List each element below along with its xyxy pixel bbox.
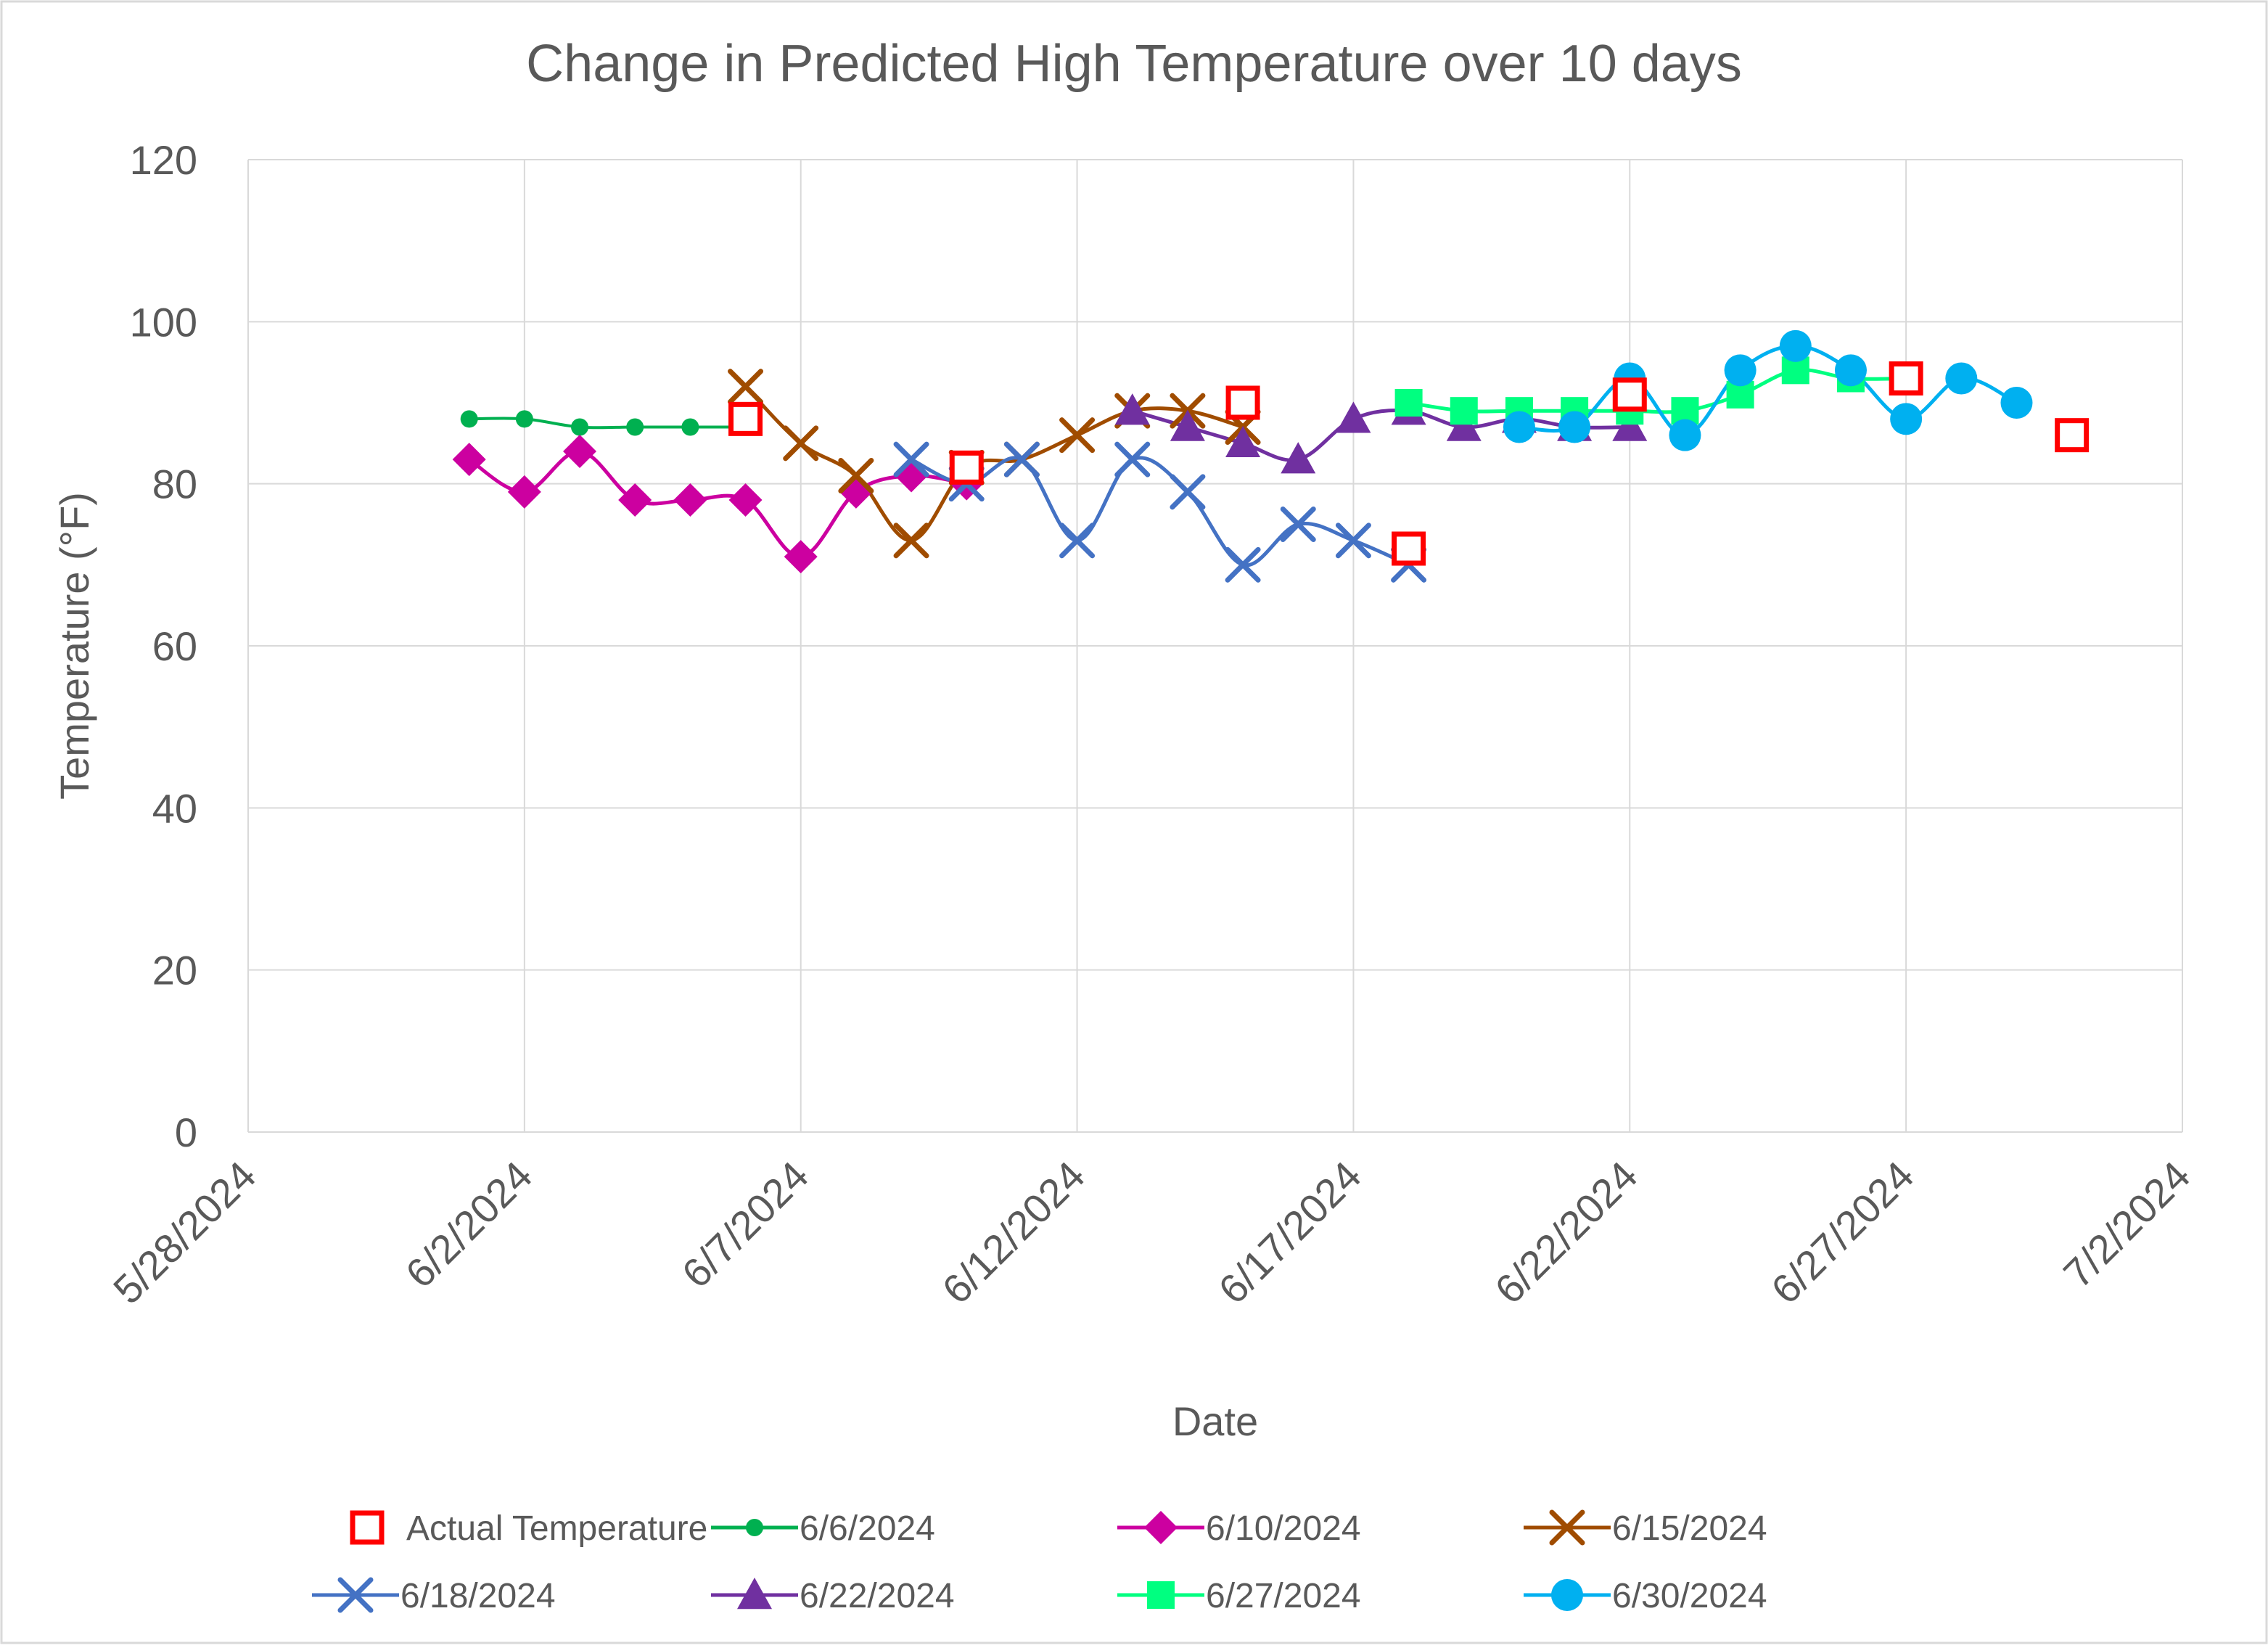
data-point-6-10-2024: [673, 483, 707, 517]
data-point-6-18-2024: [1003, 441, 1040, 477]
legend-label: 6/10/2024: [1206, 1509, 1361, 1548]
data-point-actual-temperature: [1225, 385, 1260, 420]
data-point-6-30-2024: [1890, 403, 1923, 435]
data-point-6-10-2024: [507, 475, 541, 509]
y-axis-label: Temperature (°F): [52, 492, 97, 800]
data-point-6-6-2024: [515, 410, 533, 428]
data-point-6-15-2024: [893, 522, 929, 559]
data-point-6-27-2024: [1394, 389, 1423, 417]
series-line-6-30-2024: [1519, 344, 2018, 438]
series-line-6-22-2024: [1132, 409, 1630, 462]
series-6-30-2024: [1503, 329, 2033, 451]
x-axis-label: Date: [1172, 1398, 1258, 1444]
grid: [247, 159, 2183, 1133]
legend-label: 6/30/2024: [1612, 1577, 1767, 1615]
data-point-6-30-2024: [1724, 354, 1757, 387]
data-point-6-18-2024: [1335, 522, 1371, 559]
data-point-actual-temperature: [728, 401, 763, 436]
data-point-6-30-2024: [1945, 362, 1978, 395]
legend-item-6-30-2024: 6/30/2024: [1524, 1577, 1767, 1615]
y-tick-label: 60: [152, 623, 197, 669]
legend: Actual Temperature 6/6/2024 6/10/2024 6/15/…: [312, 1509, 1767, 1615]
legend-marker: [1144, 1511, 1178, 1544]
data-point-6-30-2024: [1779, 329, 1812, 362]
data-point-6-22-2024: [1170, 409, 1205, 441]
data-point-6-30-2024: [1503, 411, 1535, 443]
data-point-6-18-2024: [893, 441, 929, 477]
y-tick-label: 20: [152, 948, 197, 993]
data-point-6-18-2024: [1280, 507, 1316, 542]
data-point-6-10-2024: [452, 443, 486, 477]
legend-label: 6/18/2024: [400, 1577, 556, 1615]
data-point-6-27-2024: [1450, 397, 1478, 425]
y-tick-label: 100: [130, 299, 197, 345]
legend-item-6-18-2024: 6/18/2024: [312, 1577, 556, 1615]
y-tick-label: 40: [152, 785, 197, 831]
data-point-6-6-2024: [626, 418, 644, 436]
data-point-actual-temperature: [1889, 361, 1923, 395]
chart-title: Change in Predicted High Temperature ove…: [526, 35, 1742, 93]
series-line-6-18-2024: [910, 456, 1410, 567]
data-point-6-18-2024: [1059, 522, 1096, 559]
data-point-6-10-2024: [563, 435, 597, 468]
data-point-6-6-2024: [571, 418, 589, 436]
legend-item-6-27-2024: 6/27/2024: [1117, 1577, 1361, 1615]
legend-marker: [746, 1519, 763, 1536]
data-point-6-15-2024: [728, 369, 764, 405]
data-point-6-30-2024: [1558, 411, 1591, 443]
y-axis-ticks: 0 20 40 60 80 100 120: [130, 137, 197, 1155]
data-point-6-30-2024: [2000, 387, 2033, 419]
data-point-6-22-2024: [1612, 409, 1648, 441]
data-point-6-10-2024: [784, 540, 818, 574]
legend-label: 6/27/2024: [1206, 1577, 1361, 1615]
data-point-6-15-2024: [838, 458, 874, 493]
data-point-6-18-2024: [1114, 441, 1151, 477]
data-point-6-18-2024: [1170, 474, 1206, 510]
data-point-6-15-2024: [783, 425, 819, 462]
legend-marker: [1549, 1509, 1585, 1546]
data-point-actual-temperature: [2055, 418, 2090, 453]
legend-item-6-22-2024: 6/22/2024: [711, 1577, 955, 1615]
data-point-actual-temperature: [1612, 377, 1647, 412]
data-point-6-30-2024: [1669, 419, 1701, 451]
data-point-6-30-2024: [1834, 354, 1867, 387]
legend-label: Actual Temperature: [406, 1509, 707, 1548]
y-tick-label: 80: [152, 462, 197, 507]
y-tick-label: 120: [130, 137, 197, 183]
data-point-6-10-2024: [618, 483, 652, 517]
legend-item-6-10-2024: 6/10/2024: [1117, 1509, 1361, 1548]
series-6-18-2024: [893, 441, 1427, 583]
legend-marker: [1147, 1581, 1175, 1609]
data-point-6-22-2024: [1225, 425, 1261, 458]
legend-label: 6/6/2024: [800, 1509, 935, 1548]
legend-item-actual-temperature: Actual Temperature: [350, 1509, 707, 1548]
y-tick-label: 0: [175, 1110, 197, 1155]
data-point-6-15-2024: [1059, 417, 1096, 454]
legend-item-6-6-2024: 6/6/2024: [711, 1509, 935, 1548]
series-actual-temperature: [728, 361, 2090, 566]
data-point-6-18-2024: [1225, 546, 1261, 583]
data-point-6-22-2024: [1281, 442, 1316, 474]
legend-item-6-15-2024: 6/15/2024: [1524, 1509, 1767, 1548]
legend-label: 6/22/2024: [800, 1577, 955, 1615]
data-point-6-6-2024: [681, 418, 699, 436]
series-line-6-10-2024: [468, 449, 967, 559]
legend-marker: [337, 1577, 374, 1613]
data-point-6-22-2024: [1446, 409, 1482, 441]
data-point-actual-temperature: [1392, 531, 1426, 566]
data-point-6-22-2024: [1114, 393, 1150, 425]
data-point-6-22-2024: [1336, 401, 1371, 433]
legend-label: 6/15/2024: [1612, 1509, 1767, 1548]
legend-marker: [737, 1578, 772, 1610]
data-point-6-6-2024: [460, 410, 478, 428]
legend-marker: [1551, 1579, 1583, 1611]
data-point-6-10-2024: [728, 483, 763, 517]
data-point-actual-temperature: [949, 450, 984, 485]
series-markers: [452, 329, 2090, 583]
legend-marker: [350, 1510, 385, 1545]
